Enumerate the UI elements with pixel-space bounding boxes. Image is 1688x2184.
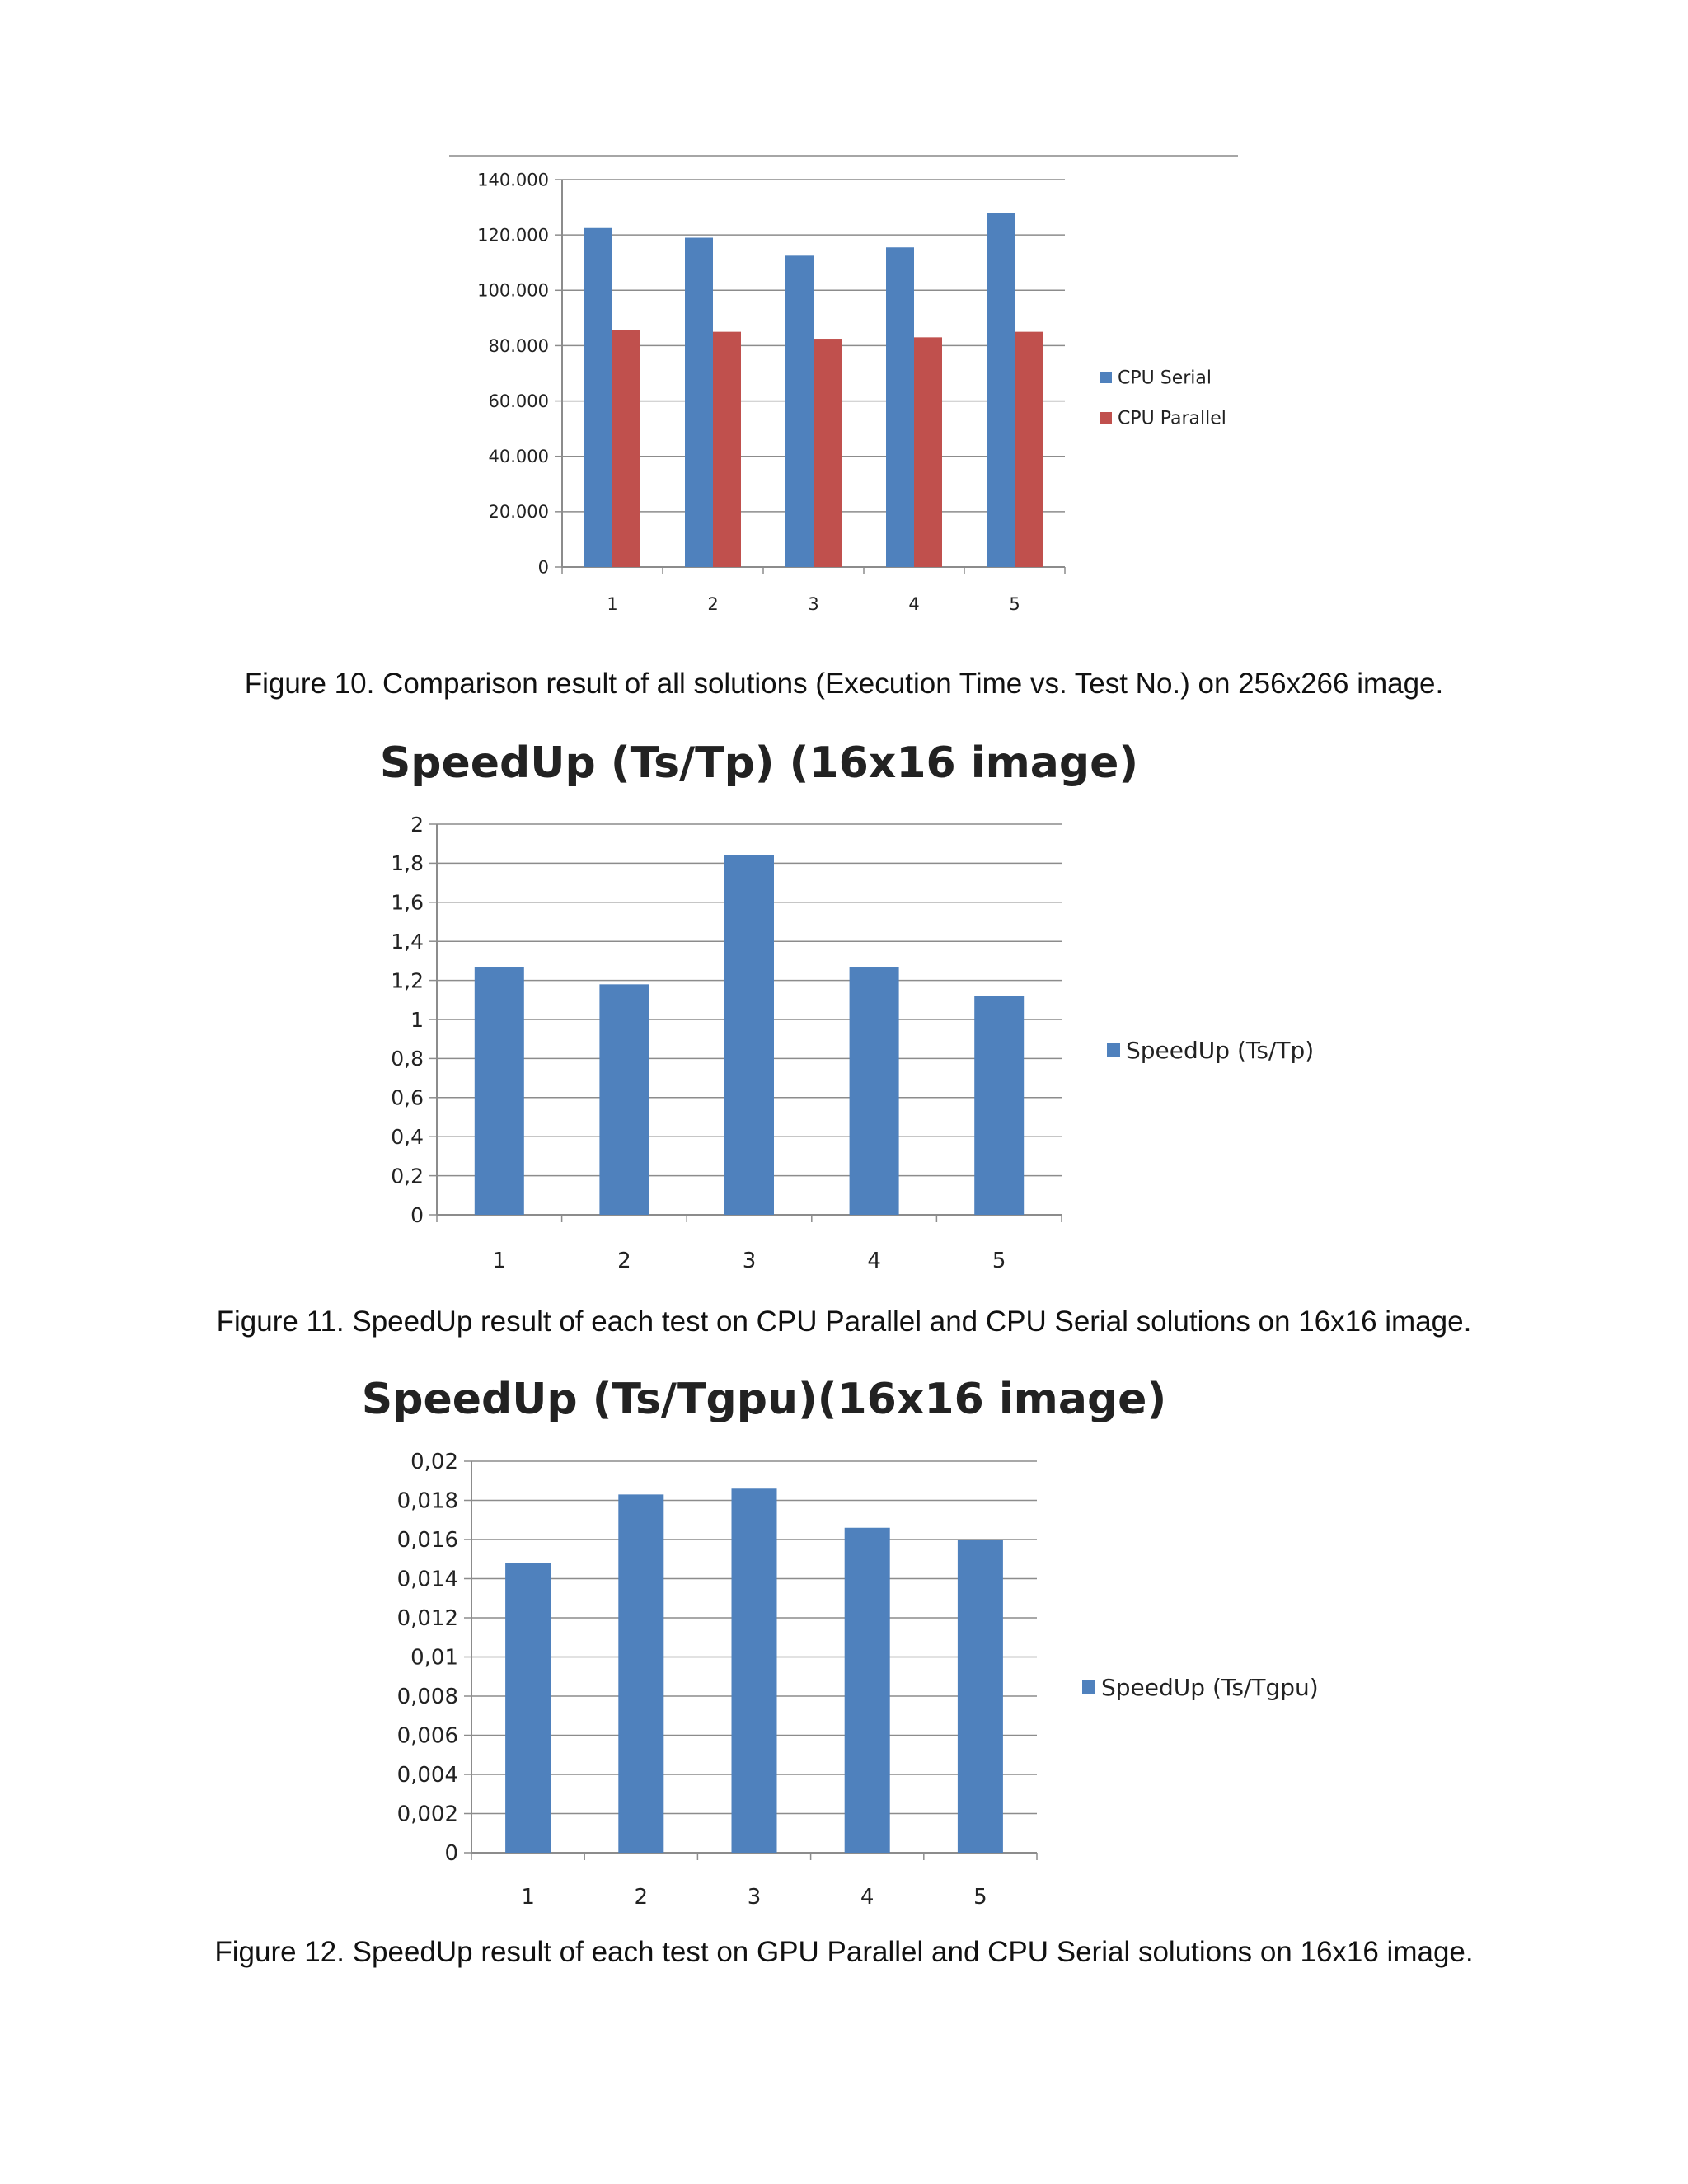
- x-tick-label: 1: [607, 594, 617, 614]
- y-tick-label: 1: [410, 1008, 424, 1032]
- y-tick-label: 0,4: [391, 1125, 424, 1149]
- bar-cpu-serial-5: [987, 213, 1015, 567]
- x-tick-label: 2: [635, 1885, 649, 1910]
- bar-speedup-ts-tgpu--2: [618, 1494, 664, 1853]
- chart-11: SpeedUp (Ts/Tp) (16x16 image) 0 0,2 0,4 0,6 0…: [380, 738, 1314, 1273]
- y-tick-label: 0,2: [391, 1164, 424, 1188]
- y-tick-label: 140.000: [477, 170, 549, 190]
- y-tick-label: 40.000: [489, 447, 549, 466]
- bar-cpu-parallel-3: [814, 339, 842, 567]
- x-tick-label: 2: [617, 1249, 631, 1273]
- legend-swatch: [1100, 372, 1112, 383]
- y-tick-label: 0,8: [391, 1047, 424, 1071]
- y-tick-label: 0,016: [397, 1528, 458, 1553]
- chart-title: SpeedUp (Ts/Tp) (16x16 image): [380, 738, 1138, 788]
- x-tick-label: 3: [808, 594, 818, 614]
- y-tick-label: 0,018: [397, 1489, 458, 1514]
- y-tick-label: 1,4: [391, 930, 424, 954]
- y-tick-label: 0,012: [397, 1606, 458, 1631]
- legend-swatch: [1107, 1043, 1120, 1057]
- y-tick-label: 0: [444, 1841, 458, 1866]
- x-tick-label: 1: [493, 1249, 507, 1273]
- chart-title: SpeedUp (Ts/Tgpu)(16x16 image): [362, 1375, 1166, 1424]
- bar-speedup-ts-tp--2: [599, 984, 649, 1215]
- bar-speedup-ts-tp--1: [474, 967, 524, 1215]
- bar-speedup-ts-tp--5: [974, 996, 1025, 1215]
- x-tick-label: 3: [743, 1249, 757, 1273]
- legend-label: CPU Parallel: [1118, 409, 1226, 429]
- figure-11-caption: Figure 11. SpeedUp result of each test o…: [216, 1305, 1472, 1338]
- bar-cpu-parallel-1: [612, 330, 640, 567]
- x-tick-label: 4: [867, 1249, 881, 1273]
- y-tick-label: 1,2: [391, 968, 424, 992]
- legend-label: SpeedUp (Ts/Tp): [1126, 1037, 1314, 1064]
- y-tick-label: 0,014: [397, 1568, 458, 1592]
- y-tick-label: 1,8: [391, 851, 424, 875]
- bar-cpu-serial-4: [886, 247, 914, 567]
- legend-swatch: [1100, 412, 1112, 424]
- x-tick-label: 5: [992, 1249, 1006, 1273]
- y-tick-label: 0,01: [410, 1646, 458, 1671]
- x-tick-label: 3: [748, 1885, 762, 1910]
- x-tick-label: 4: [860, 1885, 874, 1910]
- y-tick-label: 0,02: [410, 1450, 458, 1474]
- bar-speedup-ts-tp--3: [724, 855, 774, 1215]
- y-tick-label: 60.000: [489, 391, 549, 411]
- legend-swatch: [1082, 1680, 1095, 1694]
- bar-speedup-ts-tgpu--1: [505, 1563, 551, 1853]
- bar-cpu-serial-2: [685, 237, 713, 567]
- y-tick-label: 0,004: [397, 1763, 458, 1788]
- y-tick-label: 100.000: [477, 281, 549, 301]
- legend-label: CPU Serial: [1118, 368, 1212, 389]
- y-tick-label: 0: [538, 557, 549, 577]
- y-tick-label: 120.000: [477, 225, 549, 245]
- y-tick-label: 20.000: [489, 502, 549, 522]
- legend-label: SpeedUp (Ts/Tgpu): [1101, 1674, 1319, 1701]
- x-tick-label: 5: [973, 1885, 987, 1910]
- y-tick-label: 0,6: [391, 1086, 424, 1110]
- y-tick-label: 80.000: [489, 336, 549, 356]
- bar-speedup-ts-tgpu--3: [731, 1488, 777, 1853]
- x-tick-label: 5: [1009, 594, 1020, 614]
- bar-cpu-serial-3: [785, 255, 814, 567]
- y-tick-label: 2: [410, 813, 424, 837]
- y-tick-label: 1,6: [391, 891, 424, 915]
- x-tick-label: 4: [908, 594, 919, 614]
- bar-speedup-ts-tgpu--4: [844, 1527, 890, 1853]
- bar-speedup-ts-tgpu--5: [957, 1540, 1003, 1853]
- chart-12: SpeedUp (Ts/Tgpu)(16x16 image) 0 0,002 0,00…: [362, 1375, 1319, 1910]
- x-tick-label: 2: [707, 594, 718, 614]
- figure-10-caption: Figure 10. Comparison result of all solu…: [244, 668, 1444, 700]
- bar-cpu-parallel-4: [914, 337, 942, 567]
- y-tick-label: 0,006: [397, 1724, 458, 1749]
- bar-speedup-ts-tp--4: [849, 967, 899, 1215]
- y-tick-label: 0,008: [397, 1685, 458, 1709]
- figure-12-caption: Figure 12. SpeedUp result of each test o…: [214, 1936, 1474, 1968]
- bar-cpu-parallel-5: [1015, 331, 1043, 567]
- bar-cpu-serial-1: [584, 227, 612, 567]
- y-tick-label: 0: [410, 1203, 424, 1227]
- y-tick-label: 0,002: [397, 1802, 458, 1827]
- chart-10: 0 20.000 40.000 60.000 80.000 100.000 120.000 1…: [449, 155, 1238, 614]
- x-tick-label: 1: [521, 1885, 535, 1910]
- bar-cpu-parallel-2: [713, 331, 741, 567]
